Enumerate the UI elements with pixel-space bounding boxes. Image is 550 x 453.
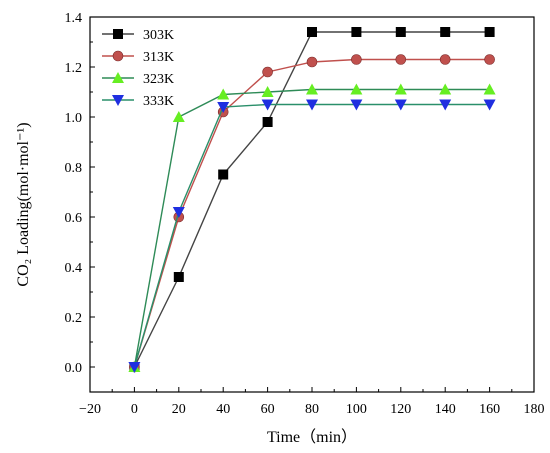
data-point bbox=[306, 56, 318, 68]
data-point bbox=[217, 102, 230, 113]
y-tick-label: 1.0 bbox=[65, 111, 83, 126]
x-tick-label: 40 bbox=[216, 402, 230, 417]
series-323K bbox=[128, 83, 496, 372]
y-axis-title: CO₂ Loading(mol·mol⁻¹) bbox=[15, 122, 32, 286]
data-point bbox=[262, 66, 273, 78]
x-tick-label: 180 bbox=[524, 402, 545, 417]
series-line bbox=[133, 103, 490, 368]
data-point bbox=[350, 99, 363, 111]
data-point bbox=[439, 99, 452, 111]
x-tick-label: 20 bbox=[172, 402, 186, 417]
legend-label: 303K bbox=[143, 28, 174, 43]
data-point bbox=[439, 83, 452, 95]
legend-item: 303K bbox=[102, 28, 174, 43]
legend-marker bbox=[113, 29, 123, 39]
legend-label: 313K bbox=[143, 50, 174, 65]
y-tick-label: 1.4 bbox=[65, 11, 83, 26]
data-point bbox=[395, 27, 406, 37]
x-axis-title: Time（min） bbox=[267, 428, 357, 446]
y-tick-label: 0.6 bbox=[65, 211, 83, 226]
data-point bbox=[484, 54, 495, 65]
data-point bbox=[172, 111, 185, 122]
data-point bbox=[128, 362, 141, 373]
x-tick-label: 60 bbox=[261, 402, 275, 417]
series-line bbox=[133, 31, 490, 368]
x-tick-label: 140 bbox=[435, 402, 456, 417]
x-tick-label: 160 bbox=[479, 402, 500, 417]
data-point bbox=[261, 99, 274, 111]
y-tick-label: 1.2 bbox=[65, 61, 83, 76]
x-tick-label: 100 bbox=[346, 402, 367, 417]
series-line bbox=[133, 88, 490, 368]
data-point bbox=[395, 54, 407, 65]
legend-label: 333K bbox=[143, 94, 174, 109]
legend-item: 323K bbox=[102, 72, 174, 87]
series-303K bbox=[129, 27, 495, 372]
data-point bbox=[351, 27, 362, 37]
legend-item: 313K bbox=[102, 50, 174, 65]
data-point bbox=[218, 169, 229, 180]
data-point bbox=[394, 83, 407, 95]
y-tick-label: 0.8 bbox=[65, 161, 83, 176]
data-point bbox=[172, 207, 185, 218]
x-tick-label: 80 bbox=[305, 402, 319, 417]
y-tick-label: 0.4 bbox=[65, 261, 83, 276]
y-tick-label: 0.0 bbox=[65, 361, 83, 376]
series-333K bbox=[128, 99, 496, 373]
data-point bbox=[173, 272, 184, 282]
legend-marker bbox=[112, 72, 124, 83]
data-point bbox=[439, 54, 451, 65]
data-point bbox=[440, 27, 451, 37]
data-point bbox=[306, 99, 318, 111]
data-point bbox=[306, 83, 318, 95]
legend-label: 323K bbox=[143, 72, 174, 87]
x-tick-label: 120 bbox=[390, 402, 411, 417]
data-point bbox=[351, 54, 362, 65]
data-point bbox=[394, 99, 407, 111]
data-point bbox=[350, 83, 363, 95]
legend-marker bbox=[112, 95, 124, 106]
data-point bbox=[217, 88, 230, 100]
legend-marker bbox=[112, 50, 124, 62]
data-point bbox=[484, 27, 495, 37]
x-tick-label: 0 bbox=[131, 402, 138, 417]
data-point bbox=[307, 27, 317, 37]
x-tick-label: −20 bbox=[79, 402, 101, 417]
data-point bbox=[261, 86, 274, 97]
data-point bbox=[262, 117, 273, 127]
y-tick-label: 0.2 bbox=[65, 311, 83, 326]
data-point bbox=[483, 83, 496, 95]
legend-item: 333K bbox=[102, 94, 174, 109]
data-point bbox=[483, 99, 496, 111]
